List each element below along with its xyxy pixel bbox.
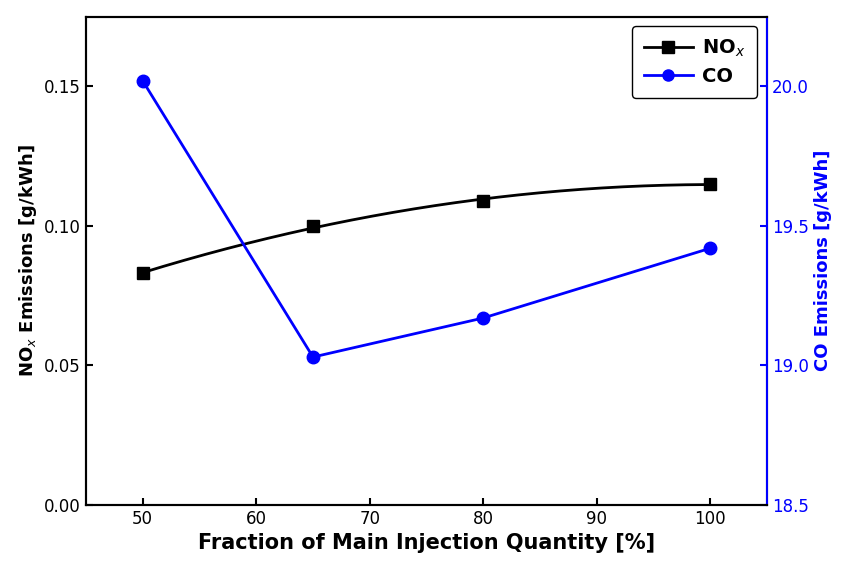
Y-axis label: NO$_x$ Emissions [g/kWh]: NO$_x$ Emissions [g/kWh] xyxy=(17,144,39,377)
Legend: NO$_x$, CO: NO$_x$, CO xyxy=(633,26,757,98)
X-axis label: Fraction of Main Injection Quantity [%]: Fraction of Main Injection Quantity [%] xyxy=(198,534,655,553)
Y-axis label: CO Emissions [g/kWh]: CO Emissions [g/kWh] xyxy=(814,150,832,372)
